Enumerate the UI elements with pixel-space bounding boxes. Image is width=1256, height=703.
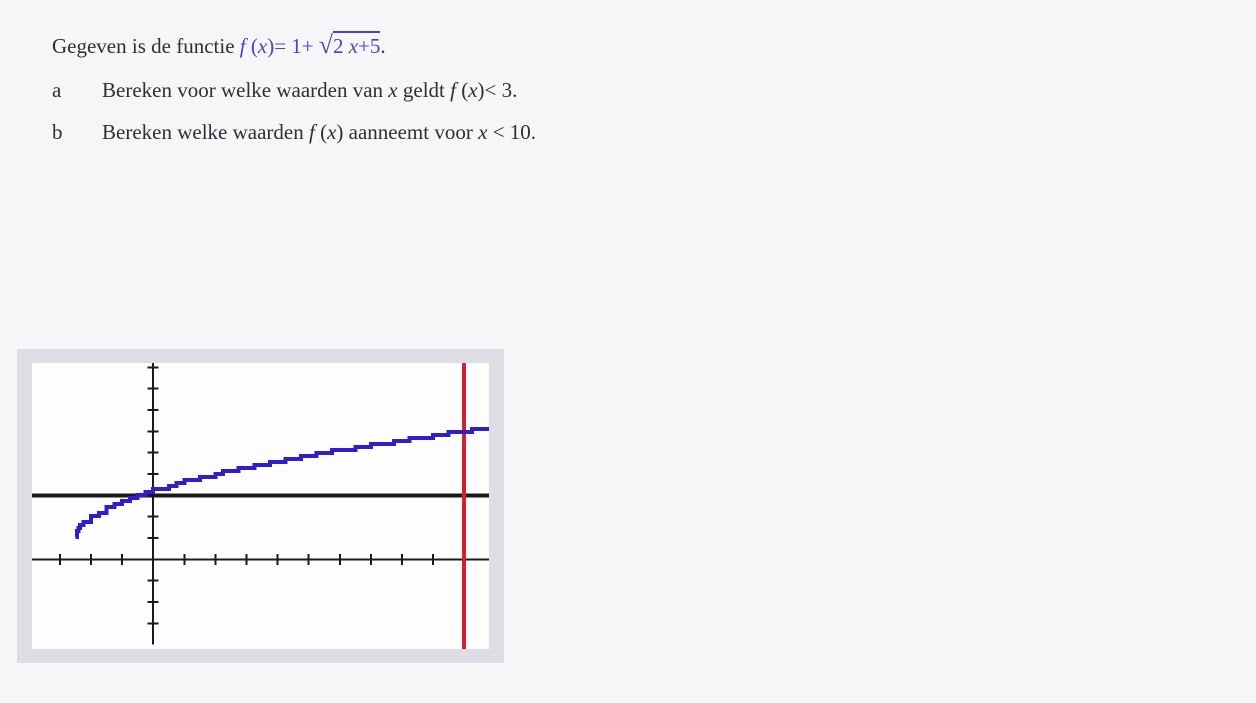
intro-text: Gegeven is de functie f (x)= 1+ √2 x+5.: [52, 30, 386, 59]
graph-svg: [32, 363, 489, 649]
exercise-intro: Gegeven is de functie f (x)= 1+ √2 x+5.: [52, 30, 386, 59]
item-a-label: a: [52, 78, 62, 102]
item-b-text: Bereken welke waarden f (x) aanneemt voo…: [102, 120, 537, 144]
item-b-label: b: [52, 120, 63, 144]
calculator-graph-screenshot: [17, 349, 504, 663]
function-curve: [75, 427, 489, 539]
item-a-text: Bereken voor welke waarden van x geldt f…: [102, 78, 518, 102]
